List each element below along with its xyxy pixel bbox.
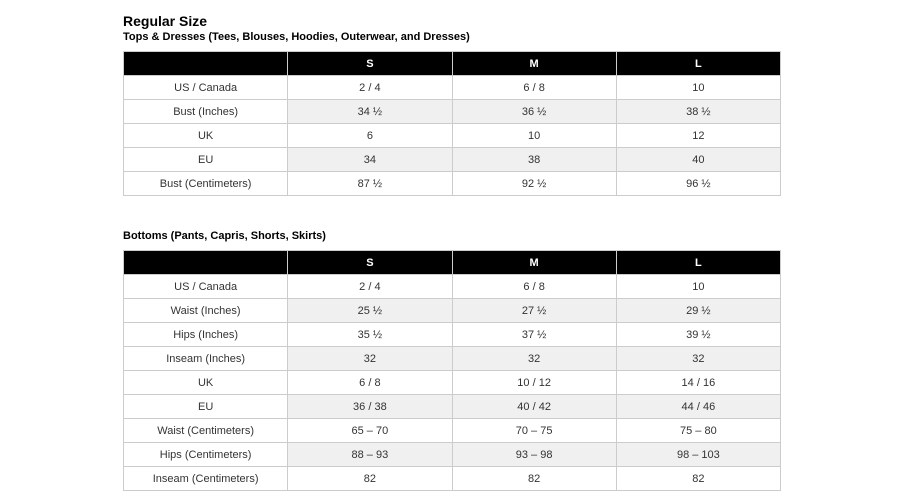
cell-s: 2 / 4	[287, 274, 453, 299]
table-row: Hips (Centimeters) 88 – 93 93 – 98 98 – …	[122, 442, 782, 467]
cell-m: 70 – 75	[451, 418, 617, 443]
table-row: Hips (Inches) 35 ½ 37 ½ 39 ½	[122, 322, 782, 347]
cell-s: 65 – 70	[287, 418, 453, 443]
cell-l: 29 ½	[615, 298, 782, 323]
table-row: Waist (Inches) 25 ½ 27 ½ 29 ½	[122, 298, 782, 323]
cell-l: 40	[615, 147, 782, 172]
row-label: Bust (Inches)	[122, 99, 289, 124]
table-row: Bust (Inches) 34 ½ 36 ½ 38 ½	[122, 99, 782, 124]
row-label: Inseam (Centimeters)	[122, 466, 289, 491]
table-row: Waist (Centimeters) 65 – 70 70 – 75 75 –…	[122, 418, 782, 443]
cell-m: 37 ½	[451, 322, 617, 347]
cell-m: 10 / 12	[451, 370, 617, 395]
table-row: US / Canada 2 / 4 6 / 8 10	[122, 274, 782, 299]
cell-s: 6	[287, 123, 453, 148]
cell-m: 93 – 98	[451, 442, 617, 467]
cell-l: 98 – 103	[615, 442, 782, 467]
table-row: Bust (Centimeters) 87 ½ 92 ½ 96 ½	[122, 171, 782, 196]
cell-s: 88 – 93	[287, 442, 453, 467]
cell-s: 35 ½	[287, 322, 453, 347]
table-row: EU 34 38 40	[122, 147, 782, 172]
row-label: Bust (Centimeters)	[122, 171, 289, 196]
header-size-m: M	[451, 51, 617, 76]
cell-l: 10	[615, 75, 782, 100]
row-label: EU	[122, 147, 289, 172]
section-subtitle-tops: Tops & Dresses (Tees, Blouses, Hoodies, …	[123, 31, 470, 43]
size-chart-page: Regular Size Tops & Dresses (Tees, Blous…	[122, 13, 782, 491]
cell-m: 6 / 8	[451, 75, 617, 100]
header-empty-cell	[122, 51, 289, 76]
row-label: US / Canada	[122, 274, 289, 299]
cell-l: 14 / 16	[615, 370, 782, 395]
table-header-row: S M L	[122, 51, 782, 76]
cell-m: 6 / 8	[451, 274, 617, 299]
row-label: Waist (Centimeters)	[122, 418, 289, 443]
cell-l: 10	[615, 274, 782, 299]
header-size-s: S	[287, 51, 453, 76]
cell-l: 96 ½	[615, 171, 782, 196]
cell-m: 32	[451, 346, 617, 371]
header-empty-cell	[122, 250, 289, 275]
row-label: Hips (Centimeters)	[122, 442, 289, 467]
cell-s: 87 ½	[287, 171, 453, 196]
page-title: Regular Size	[123, 13, 208, 29]
cell-s: 34 ½	[287, 99, 453, 124]
cell-s: 36 / 38	[287, 394, 453, 419]
cell-m: 27 ½	[451, 298, 617, 323]
cell-l: 12	[615, 123, 782, 148]
section-bottoms: Bottoms (Pants, Capris, Shorts, Skirts) …	[122, 230, 782, 491]
cell-s: 6 / 8	[287, 370, 453, 395]
row-label: Inseam (Inches)	[122, 346, 289, 371]
table-row: EU 36 / 38 40 / 42 44 / 46	[122, 394, 782, 419]
row-label: EU	[122, 394, 289, 419]
row-label: UK	[122, 370, 289, 395]
header-size-l: L	[615, 250, 782, 275]
cell-l: 39 ½	[615, 322, 782, 347]
cell-l: 75 – 80	[615, 418, 782, 443]
cell-l: 82	[615, 466, 782, 491]
cell-s: 25 ½	[287, 298, 453, 323]
tops-size-table: S M L US / Canada 2 / 4 6 / 8 10 Bust (I…	[122, 51, 782, 196]
cell-l: 38 ½	[615, 99, 782, 124]
header-size-m: M	[451, 250, 617, 275]
cell-m: 10	[451, 123, 617, 148]
row-label: Hips (Inches)	[122, 322, 289, 347]
cell-m: 92 ½	[451, 171, 617, 196]
cell-s: 32	[287, 346, 453, 371]
row-label: US / Canada	[122, 75, 289, 100]
header-size-s: S	[287, 250, 453, 275]
bottoms-size-table: S M L US / Canada 2 / 4 6 / 8 10 Waist (…	[122, 250, 782, 491]
cell-s: 2 / 4	[287, 75, 453, 100]
table-header-row: S M L	[122, 250, 782, 275]
header-size-l: L	[615, 51, 782, 76]
table-row: UK 6 / 8 10 / 12 14 / 16	[122, 370, 782, 395]
cell-m: 38	[451, 147, 617, 172]
table-row: Inseam (Centimeters) 82 82 82	[122, 466, 782, 491]
table-row: US / Canada 2 / 4 6 / 8 10	[122, 75, 782, 100]
section-subtitle-bottoms: Bottoms (Pants, Capris, Shorts, Skirts)	[123, 230, 326, 242]
table-row: UK 6 10 12	[122, 123, 782, 148]
row-label: UK	[122, 123, 289, 148]
cell-m: 36 ½	[451, 99, 617, 124]
cell-l: 44 / 46	[615, 394, 782, 419]
cell-m: 40 / 42	[451, 394, 617, 419]
section-tops-dresses: Tops & Dresses (Tees, Blouses, Hoodies, …	[122, 31, 782, 196]
row-label: Waist (Inches)	[122, 298, 289, 323]
cell-s: 34	[287, 147, 453, 172]
cell-s: 82	[287, 466, 453, 491]
cell-l: 32	[615, 346, 782, 371]
table-row: Inseam (Inches) 32 32 32	[122, 346, 782, 371]
cell-m: 82	[451, 466, 617, 491]
